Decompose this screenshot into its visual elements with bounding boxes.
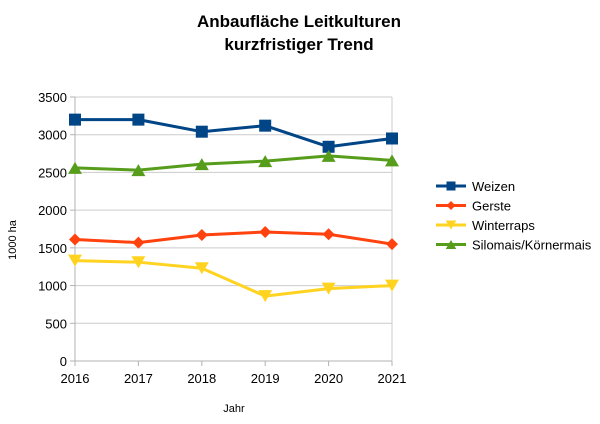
data-point-silomais-k-rnermais (258, 155, 273, 168)
x-tick-label: 2019 (251, 371, 280, 386)
legend-marker (445, 240, 457, 249)
data-point-weizen (69, 113, 81, 126)
data-point-weizen (322, 140, 335, 153)
y-tick-label: 2500 (38, 165, 67, 180)
legend: Weizen Gerste Winterraps Silomais/Körnermai… (436, 179, 592, 253)
data-point-silomais-k-rnermais (385, 154, 399, 167)
data-point-winterraps (194, 262, 209, 275)
x-tick-label: 2016 (61, 371, 90, 386)
data-point-silomais-k-rnermais (68, 161, 82, 174)
x-tick-label: 2020 (314, 371, 343, 386)
data-point-gerste (69, 233, 81, 246)
gridlines (74, 96, 393, 366)
data-point-silomais-k-rnermais (194, 158, 209, 171)
legend-label: Winterraps (472, 218, 535, 233)
y-tick-label: 0 (60, 354, 67, 369)
data-point-winterraps (385, 279, 399, 292)
data-point-gerste (322, 228, 335, 241)
data-point-gerste (386, 238, 398, 251)
series-line-silomais-k-rnermais (74, 154, 393, 172)
legend-label: Gerste (472, 199, 511, 214)
data-point-weizen (259, 119, 272, 132)
legend-marker (446, 181, 456, 191)
y-tick-label: 1000 (38, 279, 67, 294)
data-point-weizen (195, 125, 208, 138)
series-line-gerste (74, 230, 393, 246)
data-point-winterraps (131, 256, 146, 269)
series-group (68, 113, 399, 303)
series-weizen (69, 113, 398, 153)
data-point-weizen (132, 113, 145, 126)
data-point-silomais-k-rnermais (131, 164, 146, 177)
data-point-gerste (259, 226, 272, 239)
data-point-weizen (386, 132, 398, 145)
x-tick-label: 2021 (378, 371, 407, 386)
legend-item-weizen: Weizen (436, 179, 515, 194)
y-axis-ticks: 0 500 1000 1500 2000 2500 3000 3500 (38, 90, 75, 369)
legend-label: Weizen (472, 179, 515, 194)
series-silomais-k-rnermais (68, 149, 399, 177)
x-tick-label: 2017 (124, 371, 153, 386)
data-point-winterraps (68, 254, 82, 267)
legend-item-winterraps: Winterraps (436, 218, 535, 233)
y-tick-label: 500 (45, 316, 67, 331)
legend-marker (445, 220, 457, 230)
legend-item-gerste: Gerste (436, 199, 511, 214)
x-axis-title: Jahr (223, 403, 245, 415)
data-point-gerste (195, 229, 208, 242)
y-tick-label: 3000 (38, 128, 67, 143)
y-tick-label: 1500 (38, 241, 67, 256)
y-axis-title: 1000 ha (7, 219, 19, 260)
data-point-gerste (132, 236, 145, 249)
series-winterraps (68, 254, 399, 303)
legend-label: Silomais/Körnermais (472, 238, 592, 253)
series-line-weizen (75, 118, 393, 149)
legend-item-silomais-k-rnermais: Silomais/Körnermais (436, 238, 592, 253)
data-point-winterraps (258, 290, 273, 303)
chart-title: Anbaufläche Leitkulturen (197, 12, 401, 31)
x-axis-ticks: 2016 2017 2018 2019 2020 2021 (61, 361, 407, 386)
legend-marker (446, 201, 456, 210)
series-gerste (69, 226, 398, 251)
chart-subtitle: kurzfristiger Trend (224, 35, 373, 54)
x-tick-label: 2018 (187, 371, 216, 386)
data-point-winterraps (321, 282, 336, 295)
data-point-silomais-k-rnermais (321, 149, 336, 162)
series-line-winterraps (74, 259, 393, 298)
y-tick-label: 2000 (38, 203, 67, 218)
y-tick-label: 3500 (38, 90, 67, 105)
